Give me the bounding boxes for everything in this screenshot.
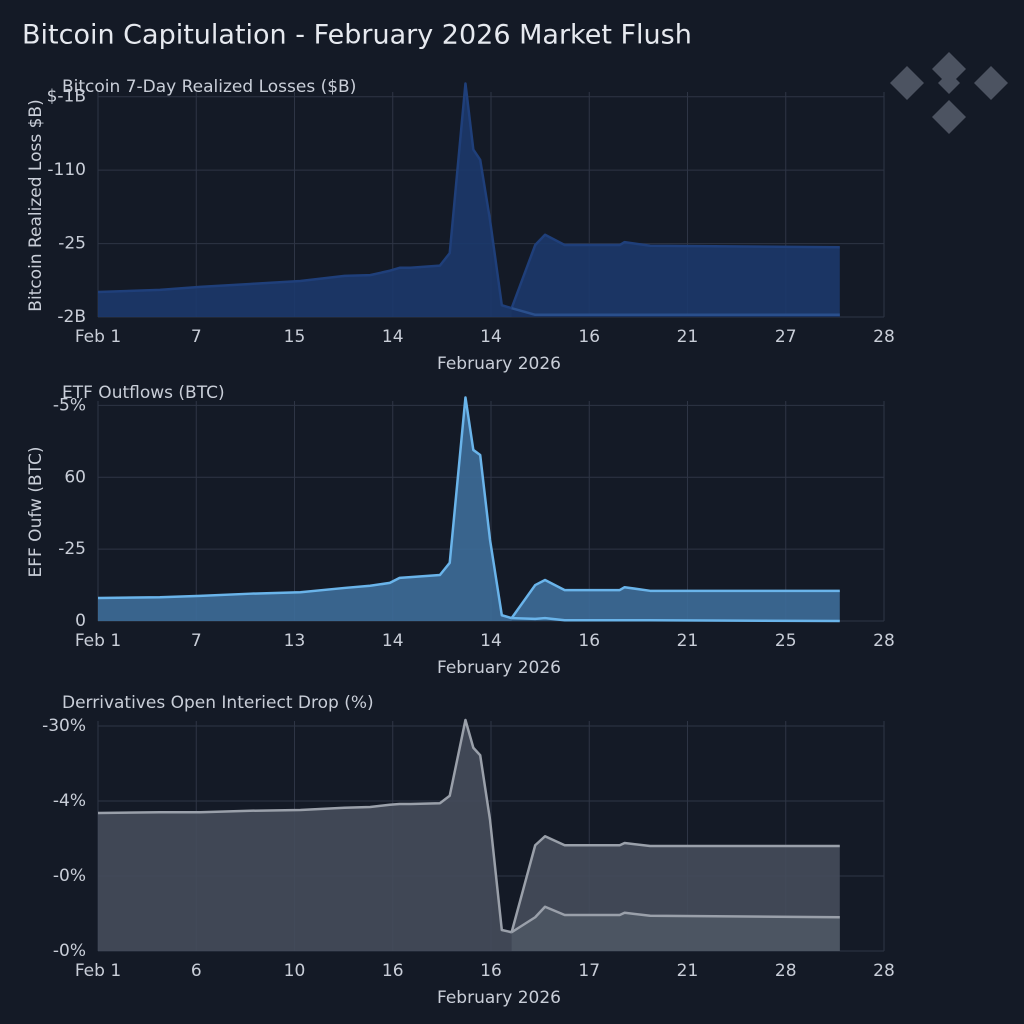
x-tick-label: 16 — [578, 631, 600, 651]
area-fill — [98, 397, 840, 621]
x-tick-label: 14 — [480, 631, 502, 651]
y-tick-label: -2B — [57, 307, 86, 327]
x-tick-label: Feb 1 — [75, 631, 121, 651]
x-tick-label: 16 — [578, 327, 600, 347]
x-tick-label: 28 — [873, 631, 895, 651]
x-axis-label: February 2026 — [437, 988, 561, 1008]
x-tick-label: Feb 1 — [75, 327, 121, 347]
x-tick-label: 25 — [775, 631, 797, 651]
series-line — [511, 306, 840, 317]
y-tick-label: -30% — [42, 716, 86, 736]
x-tick-label: 14 — [382, 631, 404, 651]
x-tick-label: 14 — [480, 327, 502, 347]
x-axis-label: February 2026 — [437, 354, 561, 374]
x-tick-label: 17 — [578, 961, 600, 981]
x-tick-label: 16 — [480, 961, 502, 981]
x-tick-label: 10 — [284, 961, 306, 981]
page-title: Bitcoin Capitulation - February 2026 Mar… — [22, 20, 692, 51]
y-tick-label: $-1B — [47, 87, 86, 107]
panel-title: Derrivatives Open Interiect Drop (%) — [62, 693, 374, 713]
x-tick-label: Feb 1 — [75, 961, 121, 981]
y-tick-label: -110 — [47, 160, 86, 180]
panel-title: Bitcoin 7-Day Realized Losses ($B) — [62, 77, 356, 97]
x-tick-label: 21 — [677, 961, 699, 981]
area-fill — [98, 83, 840, 317]
y-tick-label: -25 — [58, 234, 86, 254]
x-tick-label: 15 — [284, 327, 306, 347]
y-tick-label: 60 — [64, 467, 86, 487]
series-line — [511, 616, 840, 623]
x-tick-label: 6 — [191, 961, 202, 981]
y-tick-label: -0% — [53, 866, 86, 886]
y-tick-label: 0 — [75, 611, 86, 631]
area-fill — [98, 720, 840, 951]
x-tick-label: 21 — [677, 631, 699, 651]
x-tick-label: 16 — [382, 961, 404, 981]
panel-title: ETF Outflows (BTC) — [62, 383, 225, 403]
x-tick-label: 21 — [677, 327, 699, 347]
x-axis-label: February 2026 — [437, 658, 561, 678]
y-tick-label: -5% — [53, 395, 86, 415]
x-tick-label: 28 — [873, 961, 895, 981]
y-tick-label: -25 — [58, 539, 86, 559]
y-tick-label: -4% — [53, 791, 86, 811]
x-tick-label: 28 — [873, 327, 895, 347]
logo — [890, 52, 1008, 134]
series-line — [510, 905, 840, 934]
x-tick-label: 27 — [775, 327, 797, 347]
y-tick-label: -0% — [53, 941, 86, 961]
x-tick-label: 7 — [191, 327, 202, 347]
x-tick-label: 28 — [775, 961, 797, 981]
x-tick-label: 7 — [191, 631, 202, 651]
series-line — [97, 396, 840, 620]
series-line — [97, 718, 840, 934]
x-tick-label: 13 — [284, 631, 306, 651]
series-line — [97, 82, 840, 310]
y-axis-label: EFF Oufw (BTC) — [26, 446, 46, 577]
y-axis-label: Bitcoin Realized Loss $B) — [26, 99, 46, 311]
x-tick-label: 14 — [382, 327, 404, 347]
